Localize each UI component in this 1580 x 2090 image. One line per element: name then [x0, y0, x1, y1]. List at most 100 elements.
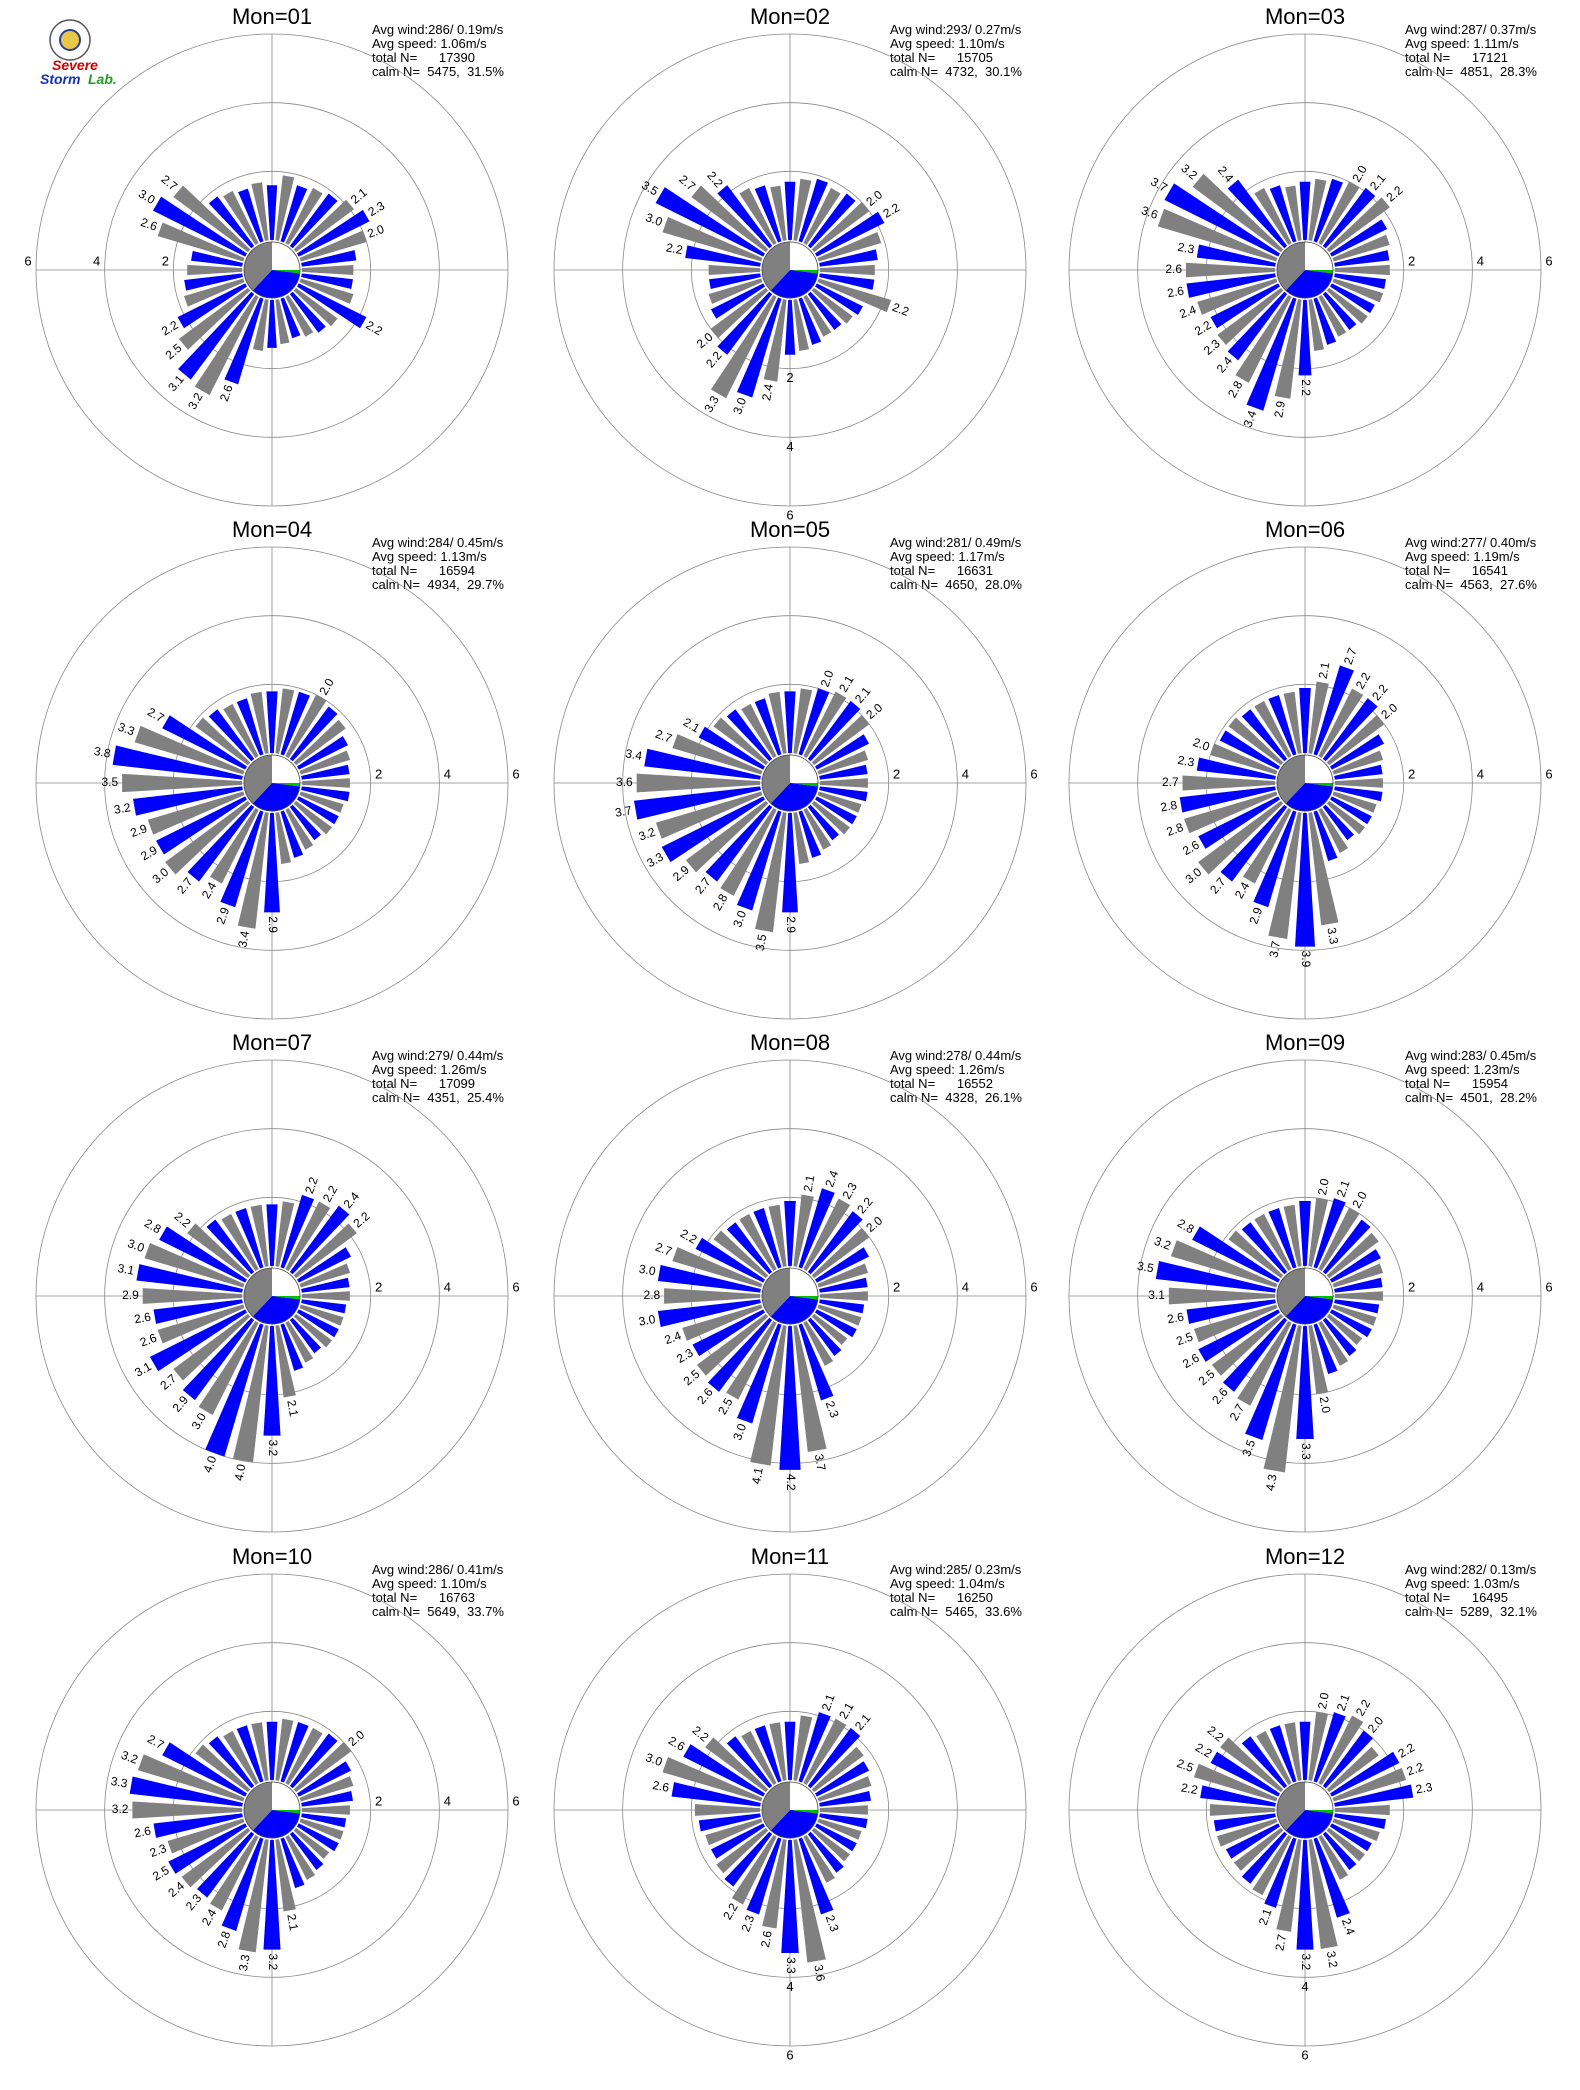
bar: [297, 796, 339, 825]
bar: [1308, 1325, 1329, 1395]
ring: [104, 1128, 440, 1464]
calm-slice: [1285, 1296, 1333, 1324]
stat-line: Avg speed: 1.26m/s: [890, 1062, 1005, 1077]
bar: [1318, 295, 1347, 337]
bar: [280, 1721, 309, 1783]
value-label: 3.5: [1136, 1259, 1155, 1276]
bar: [798, 1837, 834, 1915]
calm-slice: [272, 1810, 300, 1814]
bar: [1326, 715, 1385, 766]
bar: [798, 297, 822, 345]
value-label: 2.4: [1178, 302, 1199, 321]
bar: [1241, 709, 1288, 762]
value-label: 3.3: [701, 393, 722, 415]
bar: [798, 1323, 834, 1401]
bar: [705, 1737, 769, 1793]
ring-label: 6: [1301, 2047, 1308, 2062]
bar: [633, 786, 761, 820]
bar: [793, 688, 813, 754]
value-label: 3.2: [119, 1748, 140, 1767]
bar: [293, 1223, 357, 1279]
stat-line: Avg wind:286/ 0.41m/s: [372, 1562, 504, 1577]
bar: [299, 1818, 344, 1840]
bar: [1299, 1200, 1311, 1267]
bar: [710, 283, 765, 319]
bar: [817, 750, 869, 775]
bar: [178, 287, 251, 350]
bar: [754, 185, 782, 243]
bar: [1318, 1835, 1349, 1880]
bar: [220, 810, 264, 908]
ring-label: 2: [893, 1279, 900, 1294]
bar: [301, 1291, 350, 1301]
bar: [695, 1237, 765, 1283]
value-label: 2.2: [703, 348, 725, 370]
stat-line: Avg wind:281/ 0.49m/s: [890, 535, 1022, 550]
bar: [819, 249, 878, 267]
calm-slice: [252, 1810, 300, 1839]
bar: [1268, 694, 1297, 756]
bar: [657, 1299, 761, 1328]
bar: [301, 764, 350, 780]
bar: [1197, 278, 1278, 315]
bar: [1237, 1321, 1292, 1406]
bar: [736, 297, 782, 398]
bar: [819, 264, 875, 276]
bar: [717, 185, 773, 249]
bar: [1326, 287, 1368, 324]
bar: [1241, 1736, 1288, 1789]
bar: [1330, 1751, 1400, 1797]
ring: [1068, 1059, 1542, 1533]
bar: [194, 295, 259, 396]
value-label: 3.0: [136, 187, 158, 208]
bar: [1330, 1309, 1372, 1338]
bar: [132, 1801, 243, 1819]
bar: [297, 283, 367, 329]
stat-line: total N= 16763: [372, 1590, 475, 1605]
value-label: 2.0: [1349, 163, 1370, 185]
bar: [280, 691, 310, 756]
bar: [299, 750, 351, 775]
bar: [1241, 1831, 1288, 1884]
bar: [1227, 291, 1288, 361]
bar: [1241, 1222, 1288, 1275]
bar: [209, 1835, 259, 1911]
value-label: 2.2: [690, 1723, 712, 1745]
bar: [1318, 808, 1349, 853]
bar: [235, 1207, 264, 1269]
bar: [1198, 796, 1280, 849]
bar: [301, 273, 353, 290]
bar: [263, 1325, 281, 1436]
bar: [293, 719, 346, 766]
ring-label: 6: [786, 2047, 793, 2062]
bar: [754, 698, 782, 756]
bar: [739, 187, 777, 245]
bar: [1332, 791, 1377, 813]
value-label: 2.0: [1365, 1714, 1387, 1736]
bar: [698, 726, 765, 770]
bar: [1268, 1207, 1297, 1269]
value-label: 2.1: [1367, 171, 1389, 193]
calm-slice: [272, 1268, 300, 1296]
bar: [232, 1325, 269, 1463]
value-label: 3.3: [1299, 1443, 1313, 1460]
bar: [807, 1831, 844, 1873]
stat-line: Avg wind:283/ 0.45m/s: [1405, 1048, 1537, 1063]
chart-title: Mon=12: [1265, 1544, 1345, 1569]
stat-line: Avg speed: 1.23m/s: [1405, 1062, 1520, 1077]
bar: [753, 1207, 782, 1269]
bar: [741, 1730, 777, 1785]
value-label: 2.2: [159, 318, 181, 339]
bar: [741, 703, 777, 758]
bar: [782, 812, 798, 913]
ring-label: 4: [444, 1793, 451, 1808]
stat-line: Avg wind:277/ 0.40m/s: [1405, 535, 1537, 550]
bar: [263, 1839, 281, 1950]
bar: [726, 1222, 773, 1275]
calm-slice: [1305, 1782, 1333, 1810]
bar: [754, 1725, 782, 1783]
value-label: 3.0: [730, 908, 749, 929]
